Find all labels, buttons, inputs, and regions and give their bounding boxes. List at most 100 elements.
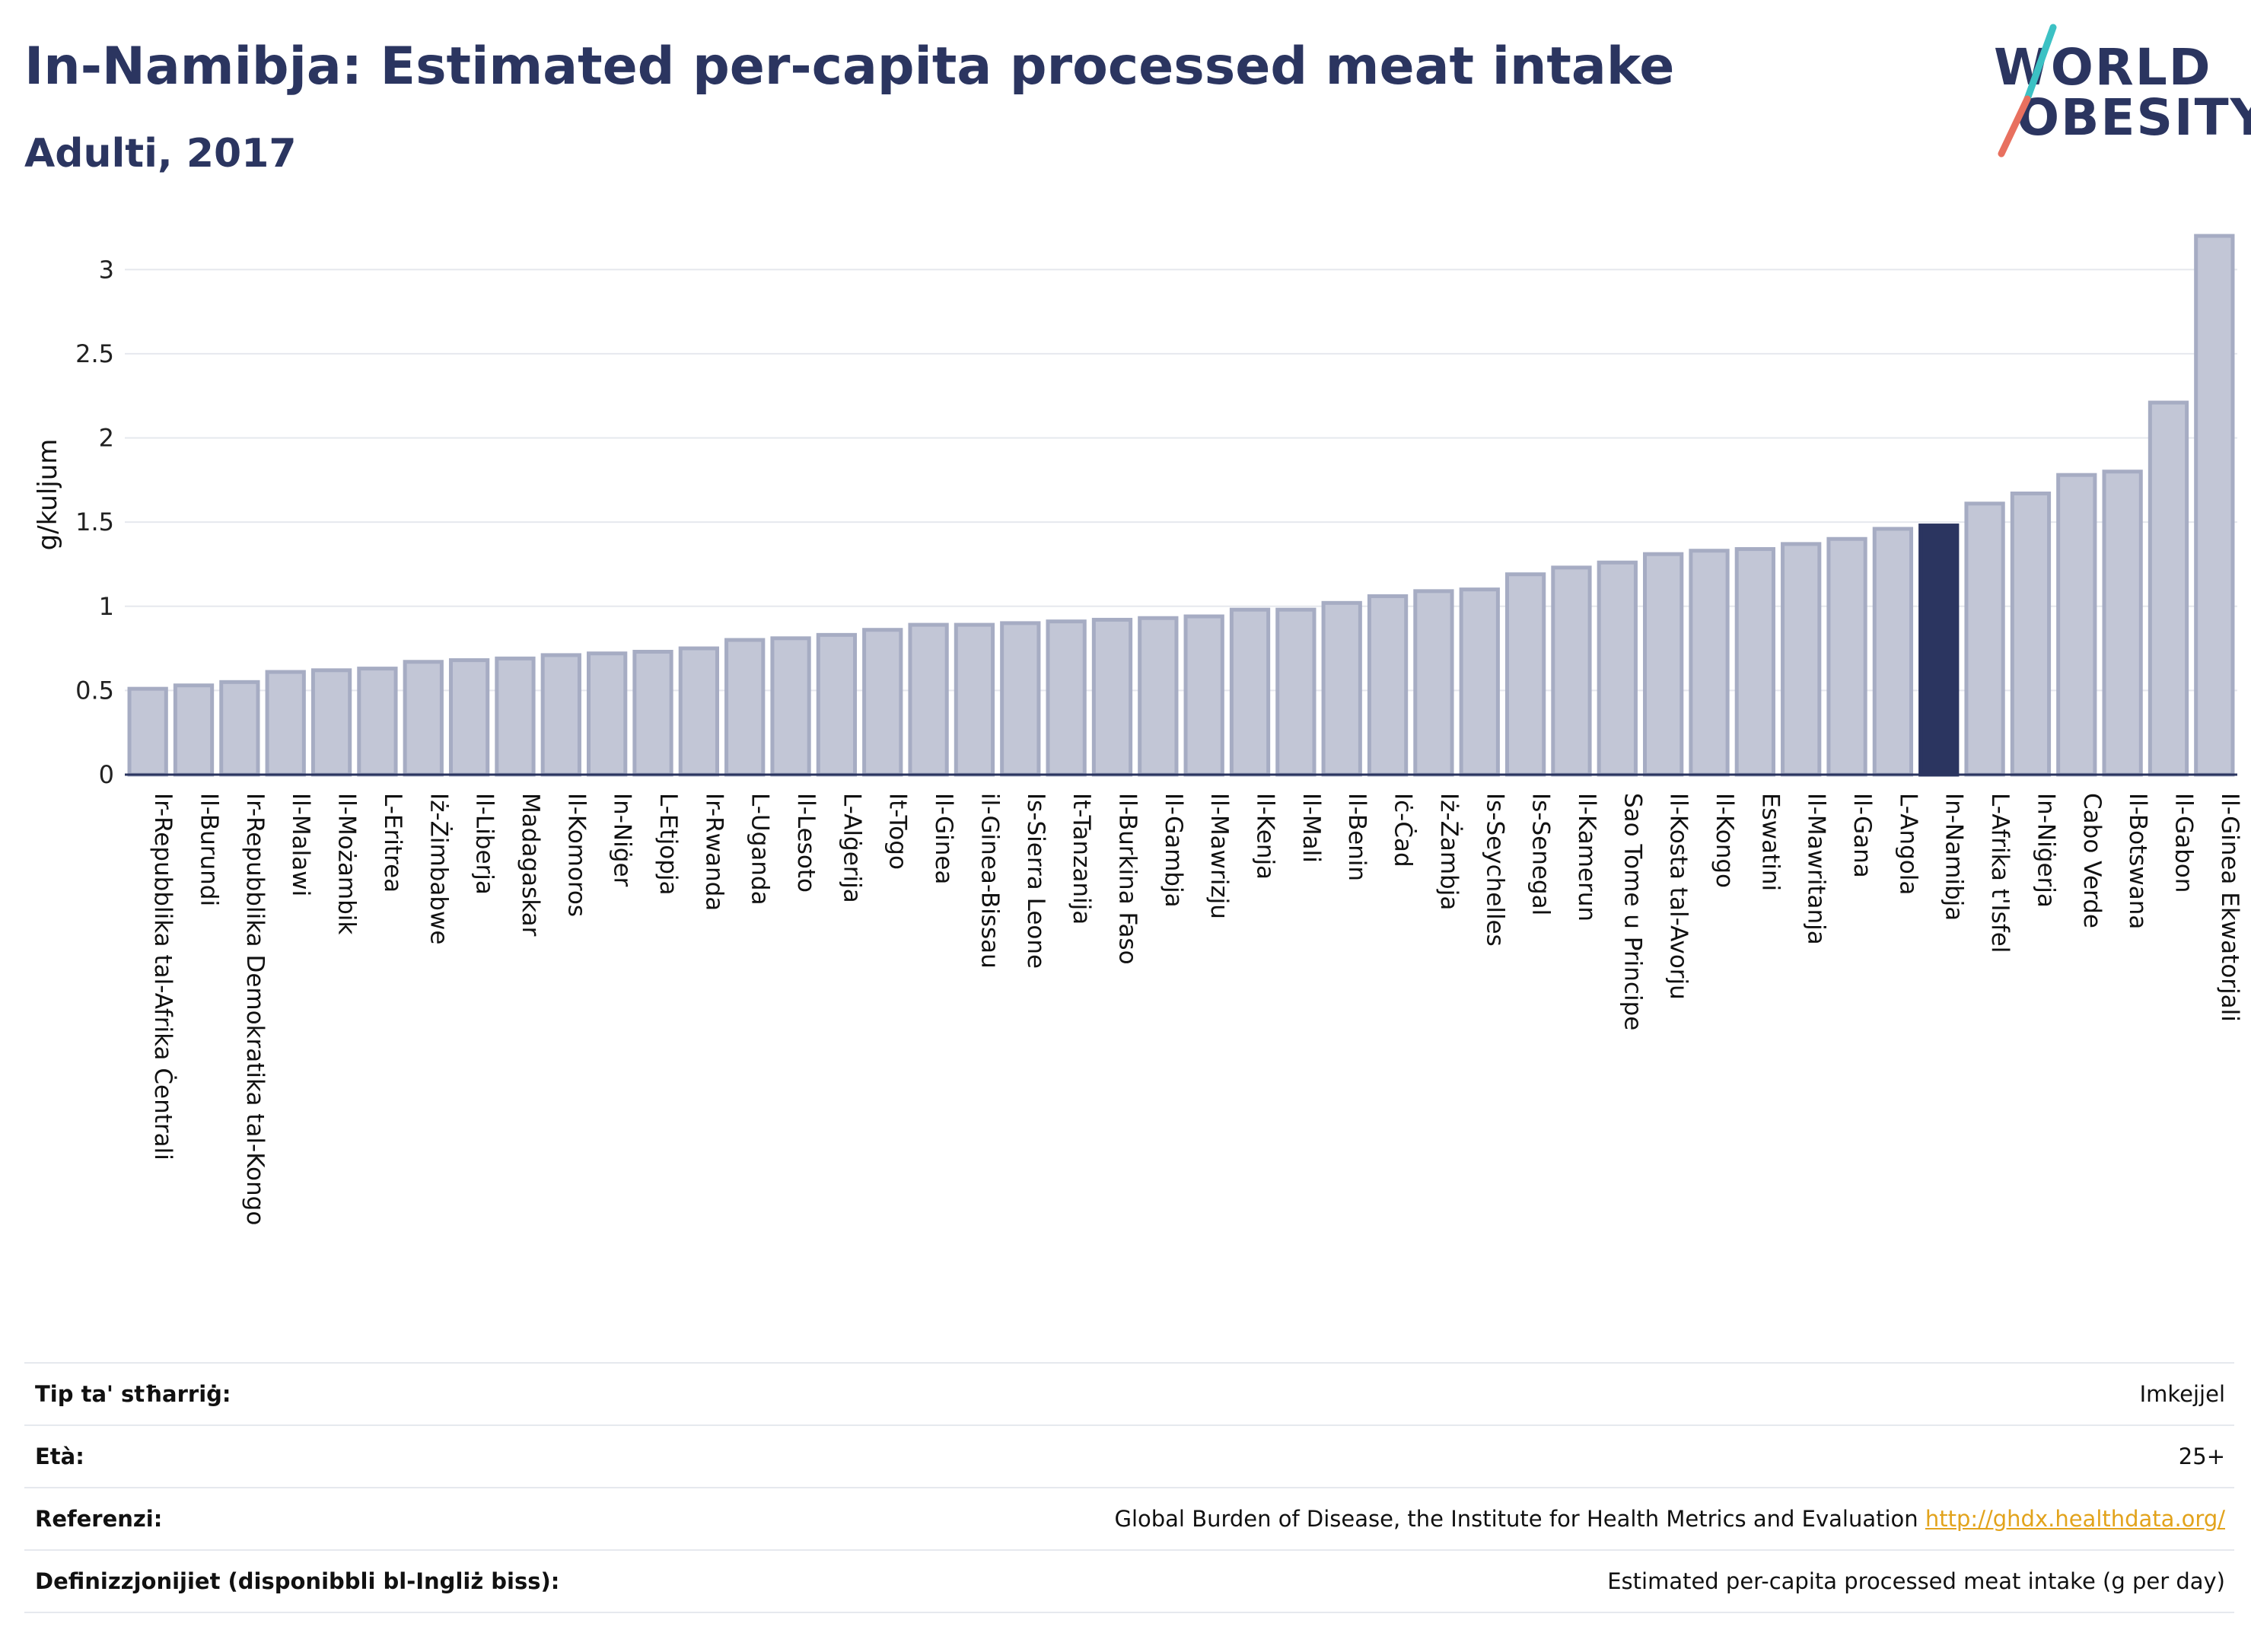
x-tick-label: Il-Możambik <box>333 793 361 934</box>
bar <box>1183 614 1224 777</box>
bar <box>2148 400 2189 777</box>
x-tick-label: Madagaskar <box>517 793 544 937</box>
y-tick-label: 0.5 <box>75 676 114 705</box>
x-tick-label: Il-Lesoto <box>792 793 820 893</box>
x-tick-label: Cabo Verde <box>2078 793 2106 928</box>
x-tick-label: Iċ-Ċad <box>1390 793 1418 867</box>
x-tick-label: Il-Ginea <box>930 793 957 884</box>
reference-link[interactable]: http://ghdx.healthdata.org/ <box>1925 1506 2225 1532</box>
info-value: Global Burden of Disease, the Institute … <box>740 1488 2234 1550</box>
bar <box>448 658 490 777</box>
bar <box>1781 542 1822 777</box>
x-tick-label: Eswatini <box>1756 793 1784 891</box>
bar <box>908 622 949 777</box>
x-tick-label: Il-Komoros <box>562 793 590 917</box>
bar <box>1413 589 1454 777</box>
x-tick-label: Ir-Rwanda <box>700 793 728 911</box>
x-tick-label: L-Alġerija <box>838 793 865 903</box>
bar <box>1229 607 1271 777</box>
bar <box>1551 565 1592 777</box>
info-key: Referenzi: <box>35 1506 163 1532</box>
bar <box>1826 536 1867 777</box>
info-key: Età: <box>35 1444 84 1469</box>
bar <box>2010 492 2052 777</box>
x-tick-label: L-Etjopja <box>654 793 682 896</box>
x-tick-label: Il-Kenja <box>1252 793 1279 880</box>
bar <box>310 668 352 777</box>
bar <box>1964 501 2005 777</box>
bar <box>403 660 444 777</box>
bar <box>770 636 811 777</box>
x-tick-label: Il-Botswana <box>2124 793 2151 929</box>
info-row-definitions: Definizzjonijiet (disponibbli bl-Ingliż … <box>24 1550 2234 1612</box>
y-tick-label: 1 <box>99 592 114 621</box>
x-tick-label: In-Niġer <box>609 793 636 887</box>
x-tick-label: Iż-Żambja <box>1435 793 1463 910</box>
bar <box>219 680 260 777</box>
info-key: Tip ta' stħarriġ: <box>35 1381 231 1407</box>
bar <box>862 628 903 777</box>
info-key: Definizzjonijiet (disponibbli bl-Ingliż … <box>35 1568 560 1594</box>
bar <box>2056 473 2097 777</box>
logo-slash-icon <box>1998 24 2057 158</box>
bar <box>1689 549 1730 777</box>
y-tick-label: 0 <box>99 760 114 789</box>
bar <box>265 670 306 777</box>
bar <box>2102 469 2143 777</box>
bar <box>724 638 766 777</box>
bar <box>1504 572 1546 777</box>
x-tick-label: Il-Malawi <box>287 793 314 896</box>
bar <box>1321 600 1362 777</box>
info-row-survey-type: Tip ta' stħarriġ: Imkejjel <box>24 1363 2234 1425</box>
bar <box>357 667 398 777</box>
info-value: 25+ <box>2178 1444 2225 1469</box>
x-tick-label: L-Angola <box>1894 793 1921 895</box>
logo-word-obesity: OBESITY <box>2017 88 2251 147</box>
bar <box>1367 594 1409 777</box>
bar-chart: 0 0.5 1 1.5 2 2.5 3 g/kuljum Ir-Repubblika tal-A… <box>33 234 2243 1225</box>
x-tick-label: Il-Ginea Ekwatorjali <box>2216 793 2243 1022</box>
x-tick-label: Ir-Repubblika tal-Afrika Ċentrali <box>149 793 177 1160</box>
bar <box>1046 619 1087 777</box>
x-tick-label: Iż-Żimbabwe <box>425 793 452 944</box>
x-tick-label: Il-Mawrizju <box>1205 793 1233 919</box>
bar <box>1275 607 1317 777</box>
y-tick-label: 2.5 <box>75 339 114 368</box>
bar <box>2194 234 2235 777</box>
x-tick-label: Il-Kongo <box>1711 793 1738 888</box>
x-tick-label: Il-Mawritanja <box>1803 793 1830 945</box>
page-subtitle: Adulti, 2017 <box>24 131 297 177</box>
bar <box>540 653 581 777</box>
x-tick-label: Is-Sierra Leone <box>1022 793 1049 969</box>
x-tick-label: Il-Burkina Faso <box>1113 793 1141 965</box>
x-tick-label: Il-Liberja <box>471 793 498 895</box>
bar <box>632 649 673 777</box>
x-tick-label: In-Niġerja <box>2032 793 2059 908</box>
info-row-references: Referenzi: Global Burden of Disease, the… <box>24 1488 2234 1550</box>
x-tick-label: Il-Gabon <box>2170 793 2197 893</box>
x-tick-label: Il-Kamerun <box>1573 793 1600 921</box>
page-title: In-Namibja: Estimated per-capita process… <box>24 37 1675 97</box>
x-tick-label: Ir-Repubblika Demokratika tal-Kongo <box>241 793 269 1225</box>
bar <box>587 651 628 777</box>
x-tick-label: Sao Tome u Principe <box>1619 793 1646 1030</box>
world-obesity-logo: WORLD OBESITY <box>1979 23 2251 167</box>
x-tick-label: Il-Kosta tal-Avorju <box>1665 793 1692 1000</box>
x-tick-label: Il-Benin <box>1343 793 1371 881</box>
x-tick-label: Is-Seychelles <box>1481 793 1508 947</box>
x-tick-label: L-Uganda <box>747 793 774 906</box>
bar <box>173 683 215 777</box>
bar <box>1597 560 1638 777</box>
x-tick-label: It-Tanzanija <box>1068 793 1095 925</box>
x-tick-label: Il-Gambja <box>1160 793 1187 908</box>
info-row-age: Età: 25+ <box>24 1425 2234 1488</box>
y-axis-label: g/kuljum <box>33 439 63 551</box>
bar <box>1734 547 1775 777</box>
bar <box>1000 621 1041 777</box>
x-tick-label: il-Ginea-Bissau <box>976 793 1003 969</box>
bar <box>1459 587 1500 777</box>
info-value: Imkejjel <box>2139 1381 2225 1407</box>
y-tick-label: 1.5 <box>75 508 114 536</box>
bar <box>127 686 168 777</box>
x-tick-label: In-Namibja <box>1941 793 1968 921</box>
